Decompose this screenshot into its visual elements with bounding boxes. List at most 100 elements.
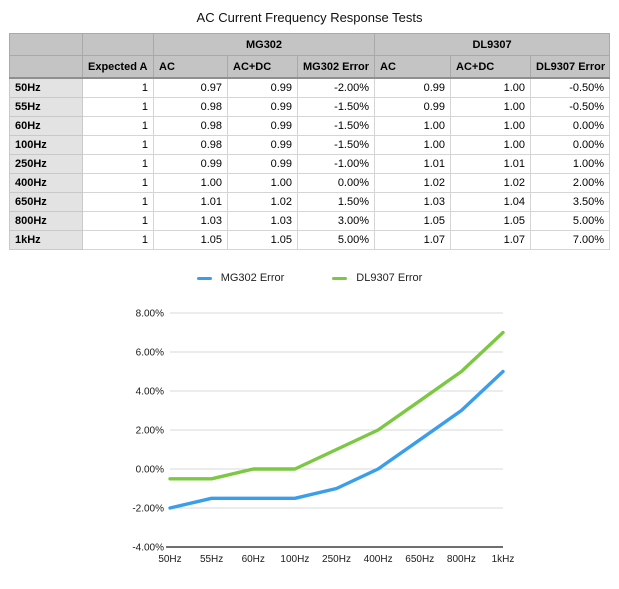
table-cell: 1.00 bbox=[374, 116, 452, 136]
table-row: 650Hz 1 1.01 1.02 1.50% 1.03 1.04 3.50% bbox=[9, 192, 611, 212]
table-cell: 0.98 bbox=[153, 97, 228, 117]
table-row: 1kHz 1 1.05 1.05 5.00% 1.07 1.07 7.00% bbox=[9, 230, 611, 250]
y-tick-label: 6.00% bbox=[136, 348, 164, 359]
table-cell: 1 bbox=[82, 154, 154, 174]
table-cell: 0.98 bbox=[153, 135, 228, 155]
table-cell: 2.00% bbox=[530, 173, 611, 193]
table-cell: 1.00 bbox=[227, 173, 298, 193]
y-tick-label: 4.00% bbox=[136, 387, 164, 398]
group-header-cell: MG302 bbox=[152, 33, 376, 56]
table-cell: 5.00% bbox=[296, 230, 376, 250]
table-cell: 1 bbox=[82, 135, 154, 155]
row-label: 100Hz bbox=[9, 135, 83, 155]
table-row: 100Hz 1 0.98 0.99 -1.50% 1.00 1.00 0.00% bbox=[9, 135, 611, 155]
table-cell: 3.00% bbox=[296, 211, 376, 231]
row-label: 1kHz bbox=[9, 230, 83, 250]
y-tick-label: -4.00% bbox=[132, 543, 164, 554]
x-tick-label: 250Hz bbox=[322, 554, 351, 565]
table-cell: 0.00% bbox=[530, 135, 611, 155]
table-cell: 1.00 bbox=[374, 135, 452, 155]
table-cell: 1.05 bbox=[227, 230, 298, 250]
table-cell: 1.04 bbox=[450, 192, 532, 212]
x-tick-label: 800Hz bbox=[447, 554, 476, 565]
row-label: 55Hz bbox=[9, 97, 83, 117]
table-cell: 1.00 bbox=[450, 77, 532, 98]
table-cell: -1.50% bbox=[296, 135, 376, 155]
x-tick-label: 1kHz bbox=[492, 554, 515, 565]
table-cell: -1.50% bbox=[296, 116, 376, 136]
legend-item: MG302 Error bbox=[196, 272, 284, 284]
x-tick-label: 50Hz bbox=[158, 554, 181, 565]
table-cell: 0.99 bbox=[374, 77, 452, 98]
table-cell: 0.99 bbox=[227, 77, 298, 98]
page-title: AC Current Frequency Response Tests bbox=[196, 10, 423, 25]
table-cell: 0.99 bbox=[227, 154, 298, 174]
table-row: 400Hz 1 1.00 1.00 0.00% 1.02 1.02 2.00% bbox=[9, 173, 611, 193]
table-row: 60Hz 1 0.98 0.99 -1.50% 1.00 1.00 0.00% bbox=[9, 116, 611, 136]
table-cell: -1.50% bbox=[296, 97, 376, 117]
row-label: 650Hz bbox=[9, 192, 83, 212]
table-cell: 1.00 bbox=[450, 116, 532, 136]
table-cell: -2.00% bbox=[296, 77, 376, 98]
table-cell: 3.50% bbox=[530, 192, 611, 212]
table-cell: 1.02 bbox=[374, 173, 452, 193]
row-label: 250Hz bbox=[9, 154, 83, 174]
series-line-mg302-error bbox=[168, 369, 505, 510]
x-tick-label: 400Hz bbox=[364, 554, 393, 565]
x-tick-label: 55Hz bbox=[200, 554, 223, 565]
table-cell: 0.99 bbox=[227, 97, 298, 117]
group-header-row: MG302 DL9307 bbox=[9, 33, 611, 56]
table-row: 50Hz 1 0.97 0.99 -2.00% 0.99 1.00 -0.50% bbox=[9, 77, 611, 98]
table-cell: 1 bbox=[82, 192, 154, 212]
results-table: MG302 DL9307 Expected A AC AC+DC MG302 Error… bbox=[9, 33, 611, 250]
table-cell: 1.00% bbox=[530, 154, 611, 174]
legend-swatch bbox=[196, 276, 212, 280]
row-label: 50Hz bbox=[9, 77, 83, 98]
table-body: 50Hz 1 0.97 0.99 -2.00% 0.99 1.00 -0.50% 55Hz 1 0.… bbox=[9, 77, 611, 250]
table-cell: 1.05 bbox=[450, 211, 532, 231]
table-cell: -1.00% bbox=[296, 154, 376, 174]
table-cell: 0.99 bbox=[153, 154, 228, 174]
x-tick-label: 650Hz bbox=[405, 554, 434, 565]
table-cell: 5.00% bbox=[530, 211, 611, 231]
column-header-cell: AC+DC bbox=[227, 55, 298, 79]
x-tick-label: 100Hz bbox=[280, 554, 309, 565]
legend-item: DL9307 Error bbox=[332, 272, 422, 284]
table-cell: 1.01 bbox=[374, 154, 452, 174]
table-cell: 1 bbox=[82, 211, 154, 231]
table-header: MG302 DL9307 Expected A AC AC+DC MG302 Error… bbox=[9, 33, 611, 79]
table-cell: 1.50% bbox=[296, 192, 376, 212]
table-cell: 0.99 bbox=[227, 135, 298, 155]
table-cell: 0.98 bbox=[153, 116, 228, 136]
chart-legend: MG302 Error DL9307 Error bbox=[0, 272, 619, 284]
table-row: 800Hz 1 1.03 1.03 3.00% 1.05 1.05 5.00% bbox=[9, 211, 611, 231]
legend-swatch bbox=[332, 276, 348, 280]
table-cell: 1.07 bbox=[450, 230, 532, 250]
table-cell: 1 bbox=[82, 97, 154, 117]
table-row: 250Hz 1 0.99 0.99 -1.00% 1.01 1.01 1.00% bbox=[9, 154, 611, 174]
table-cell: 1.07 bbox=[374, 230, 452, 250]
column-header-cell bbox=[9, 55, 83, 79]
group-header-cell bbox=[9, 33, 83, 56]
row-label: 800Hz bbox=[9, 211, 83, 231]
table-cell: 0.00% bbox=[296, 173, 376, 193]
series-line-dl9307-error bbox=[168, 330, 505, 481]
table-cell: 1.00 bbox=[450, 97, 532, 117]
table-cell: 1.01 bbox=[153, 192, 228, 212]
table-cell: 1.05 bbox=[153, 230, 228, 250]
table-cell: 1 bbox=[82, 116, 154, 136]
column-header-row: Expected A AC AC+DC MG302 Error AC AC+DC DL930… bbox=[9, 55, 611, 79]
table-cell: 1.03 bbox=[153, 211, 228, 231]
x-tick-label: 60Hz bbox=[242, 554, 265, 565]
y-tick-label: -2.00% bbox=[132, 504, 164, 515]
group-header-cell bbox=[82, 33, 154, 56]
table-cell: 1 bbox=[82, 77, 154, 98]
column-header-cell: AC bbox=[374, 55, 452, 79]
row-label: 400Hz bbox=[9, 173, 83, 193]
table-cell: 1.05 bbox=[374, 211, 452, 231]
table-cell: 1.01 bbox=[450, 154, 532, 174]
column-header-cell: AC bbox=[153, 55, 228, 79]
table-cell: 1.03 bbox=[374, 192, 452, 212]
table-cell: 0.00% bbox=[530, 116, 611, 136]
